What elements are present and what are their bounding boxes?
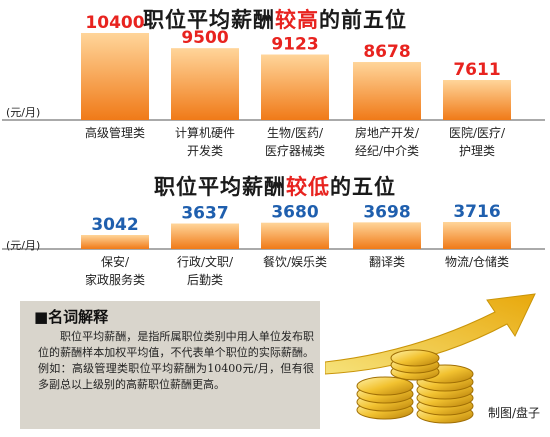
category-label-3: 餐饮/娱乐类	[250, 253, 340, 271]
category-label-line: 保安/	[100, 255, 130, 269]
bottom-chart-title: 职位平均薪酬较低的五位	[154, 175, 396, 199]
bar-3	[261, 54, 329, 121]
category-label-5: 医院/医疗/护理类	[432, 124, 522, 160]
glossary-body: 职位平均薪酬，是指所属职位类别中用人单位发布职位的薪酬样本加权平均值，不代表单个…	[38, 330, 314, 391]
data-label-4: 3698	[363, 202, 410, 222]
category-label-3: 生物/医药/医疗器械类	[250, 124, 340, 160]
data-label-3: 3680	[271, 203, 318, 223]
category-label-line: 开发类	[186, 144, 223, 158]
data-label-1: 3042	[91, 215, 138, 235]
data-label-5: 3716	[453, 202, 500, 222]
category-label-line: 计算机硬件	[174, 126, 235, 140]
top-chart-title: 职位平均薪酬较高的前五位	[143, 8, 407, 32]
bar-4	[353, 222, 421, 249]
data-label-1: 10400	[85, 13, 144, 33]
bar-4	[353, 62, 421, 120]
coins-arrow-illustration	[325, 293, 536, 424]
glossary-box: ■名词解释 职位平均薪酬，是指所属职位类别中用人单位发布职位的薪酬样本加权平均值…	[20, 301, 320, 429]
category-label-1: 高级管理类	[70, 124, 160, 142]
category-label-2: 行政/文职/后勤类	[160, 253, 250, 289]
bar-2	[171, 48, 239, 120]
category-label-line: 翻译类	[368, 255, 405, 269]
bar-2	[171, 223, 239, 249]
coin-stack-back	[390, 349, 440, 381]
category-label-line: 高级管理类	[84, 126, 145, 140]
data-label-2: 3637	[181, 204, 228, 224]
data-label-3: 9123	[271, 35, 318, 55]
category-label-5: 物流/仓储类	[432, 253, 522, 271]
category-label-line: 房地产开发/	[354, 126, 420, 140]
glossary-heading: ■名词解释	[34, 308, 109, 326]
category-label-1: 保安/家政服务类	[70, 253, 160, 289]
top-bar-chart: 10400 9500 9123 8678 7611	[2, 13, 545, 121]
data-label-2: 9500	[181, 28, 228, 48]
category-label-line: 家政服务类	[84, 273, 145, 287]
bottom-bar-chart: 3042 3637 3680 3698 3716	[2, 202, 545, 250]
coin-stack-left	[356, 376, 414, 420]
category-label-line: 医疗器械类	[264, 144, 325, 158]
category-label-line: 生物/医药/	[266, 126, 324, 140]
credit-text: 制图/盘子	[487, 406, 540, 420]
category-label-2: 计算机硬件 开发类	[160, 124, 250, 160]
rising-arrow	[325, 293, 536, 375]
data-label-5: 7611	[453, 60, 500, 80]
category-label-line: 护理类	[458, 144, 495, 158]
bar-5	[443, 80, 511, 120]
category-label-line: 医院/医疗/	[448, 126, 506, 140]
bar-5	[443, 222, 511, 249]
bar-1	[81, 235, 149, 249]
data-label-4: 8678	[363, 42, 410, 62]
category-label-line: 物流/仓储类	[444, 255, 510, 269]
category-label-line: 经纪/中介类	[354, 144, 420, 158]
bar-1	[81, 33, 149, 120]
category-label-line: 餐饮/娱乐类	[262, 255, 328, 269]
bar-3	[261, 222, 329, 249]
category-label-4: 翻译类	[342, 253, 432, 271]
top-unit-label: (元/月)	[6, 106, 41, 119]
category-label-4: 房地产开发/经纪/中介类	[342, 124, 432, 160]
category-label-line: 后勤类	[186, 273, 223, 287]
category-label-line: 行政/文职/	[176, 255, 234, 269]
